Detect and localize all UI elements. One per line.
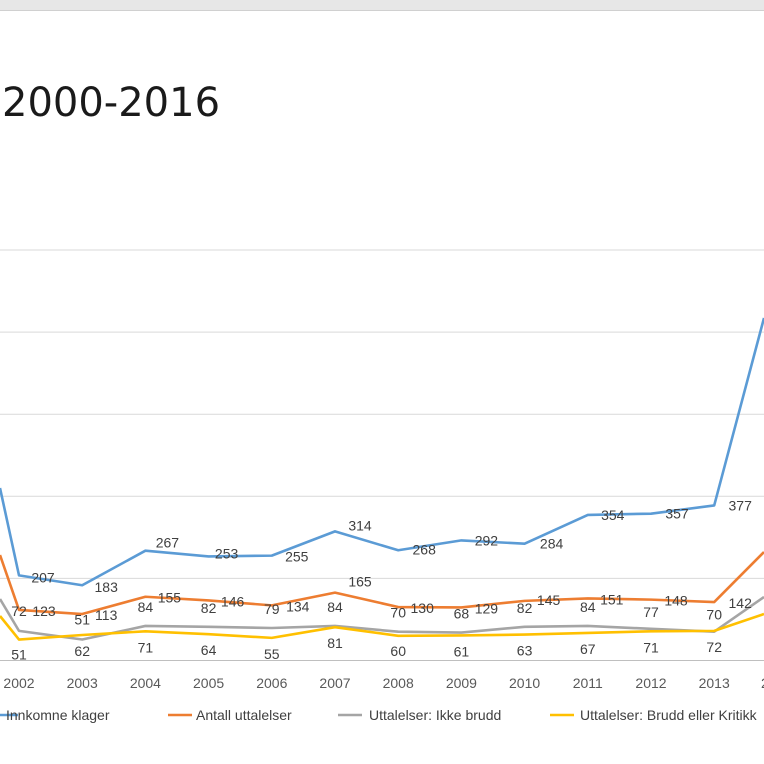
data-label: 207 [31,569,55,585]
data-label: 113 [95,607,118,623]
legend: Innkomne klager Antall uttalelser Uttalels… [0,707,758,723]
legend-item: Uttalelser: Ikke brudd [338,707,501,723]
x-tick-label: 2011 [573,675,603,691]
x-tick-label: 2005 [193,675,224,691]
data-label: 155 [158,590,182,606]
data-labels: 207 183 267 253 255 314 268 292 284 354 357 377 123 1… [11,497,752,662]
legend-item: Uttalelser: Brudd eller Kritikk [550,707,758,723]
data-label: 63 [517,643,533,659]
legend-label: Innkomne klager [6,707,110,723]
data-label: 61 [454,643,470,659]
data-label: 151 [600,591,624,607]
data-label: 64 [201,642,217,658]
data-label: 77 [643,604,659,620]
data-label: 354 [601,507,625,523]
data-label: 71 [643,639,659,655]
legend-item: Innkomne klager [0,707,110,723]
data-label: 146 [221,593,245,609]
x-tick-label: 2013 [699,675,730,691]
x-tick-label: 2002 [3,675,34,691]
data-label: 377 [729,497,753,513]
x-axis-ticks: 2002 2003 2004 2005 2006 2007 2008 2009 2010 2011… [3,675,764,691]
data-label: 51 [11,647,27,663]
data-label: 70 [706,607,722,623]
data-label: 68 [454,606,470,622]
data-label: 130 [411,600,435,616]
data-label: 62 [74,643,90,659]
data-label: 148 [664,593,688,609]
data-label: 71 [138,639,154,655]
data-label: 129 [475,600,499,616]
data-label: 60 [390,643,406,659]
data-label: 79 [264,601,280,617]
x-tick-label: 2007 [319,675,350,691]
data-label: 314 [348,517,372,533]
legend-label: Antall uttalelser [196,707,292,723]
x-tick-label: 2009 [446,675,477,691]
data-label: 284 [540,536,564,552]
legend-item: Antall uttalelser [168,707,292,723]
legend-label: Uttalelser: Ikke brudd [369,707,501,723]
data-label: 145 [537,592,561,608]
data-label: 357 [665,506,689,522]
data-label: 183 [95,579,119,595]
data-label: 67 [580,641,596,657]
data-label: 82 [517,600,533,616]
data-label: 72 [706,639,722,655]
data-label: 292 [475,532,499,548]
data-label: 165 [348,574,372,590]
data-label: 51 [74,612,90,628]
x-tick-label: 2004 [130,675,161,691]
data-label: 253 [215,545,239,561]
data-label: 255 [285,549,309,565]
data-label: 123 [32,603,56,619]
data-label: 142 [729,595,753,611]
legend-label: Uttalelser: Brudd eller Kritikk [580,707,758,723]
series-line-4 [0,612,764,641]
chart-title: 2000-2016 [2,80,221,126]
data-label: 267 [156,535,180,551]
series-lines [0,317,764,641]
x-tick-label: 2012 [635,675,666,691]
series-line-3 [0,595,764,641]
series-line-2 [0,551,764,616]
data-label: 268 [413,541,437,557]
series-line-1 [0,317,764,587]
data-label: 134 [286,598,310,614]
data-label: 84 [327,599,343,615]
window-top-bar [0,0,764,11]
data-label: 55 [264,646,280,662]
x-tick-label: 2008 [383,675,414,691]
data-label: 70 [390,605,406,621]
data-label: 84 [138,599,154,615]
x-tick-label: 2006 [256,675,287,691]
data-label: 81 [327,635,343,651]
gridlines [0,249,764,661]
data-label: 82 [201,600,217,616]
x-tick-label: 2003 [67,675,98,691]
data-label: 84 [580,599,596,615]
data-label: 72 [11,603,27,619]
x-tick-label: 2010 [509,675,540,691]
x-tick-label-cut: 2 [761,675,764,691]
